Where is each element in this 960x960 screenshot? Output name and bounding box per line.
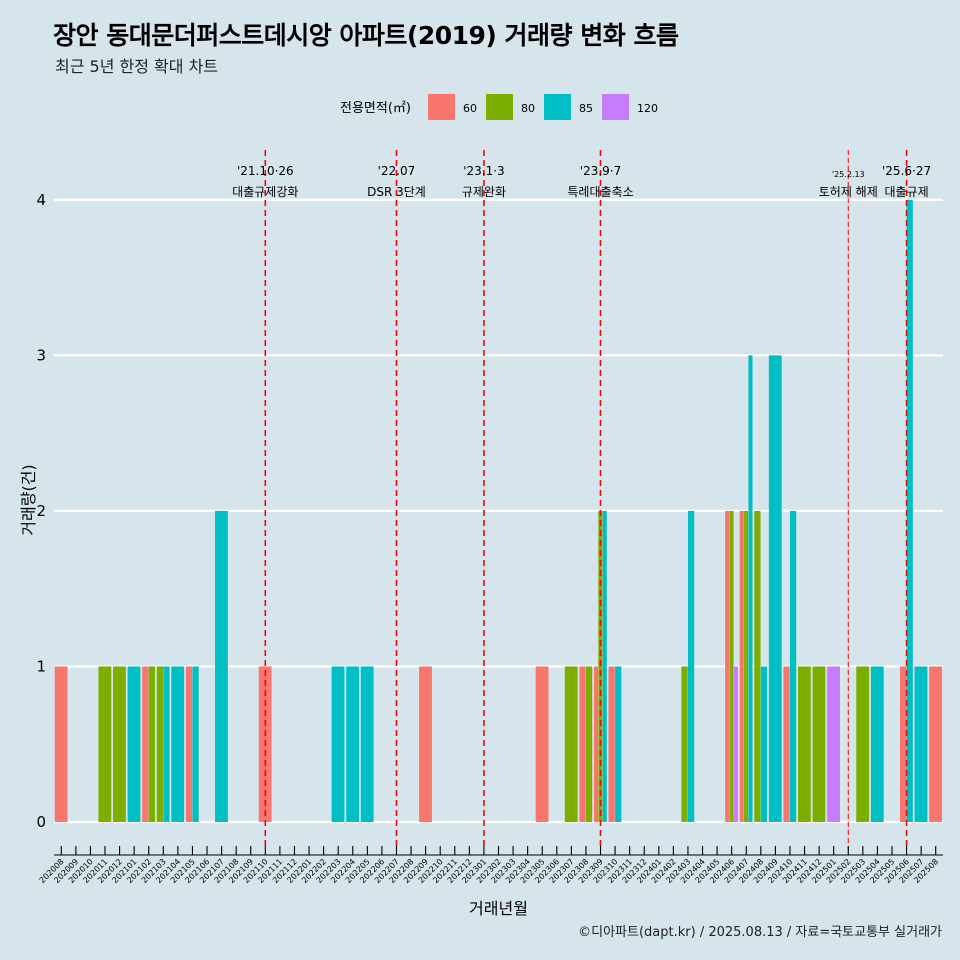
bar (171, 666, 185, 822)
annotation-date: '22.07 (378, 164, 416, 178)
bar (760, 666, 768, 822)
bar (608, 666, 615, 822)
legend-label: 85 (579, 102, 593, 115)
bar (598, 510, 603, 822)
legend-title: 전용면적(㎡) (340, 101, 411, 116)
bar (914, 666, 928, 822)
annotation-date: '23.1·3 (463, 164, 504, 178)
annotation-label: 특례대출축소 (567, 185, 633, 199)
bar (148, 666, 155, 822)
bar (215, 510, 228, 822)
bar (733, 666, 738, 822)
legend-swatch (428, 94, 455, 120)
bar (127, 666, 141, 822)
bar (585, 666, 593, 822)
bar (783, 666, 790, 822)
annotation-label: DSR 3단계 (367, 185, 426, 199)
bar (579, 666, 586, 822)
bar (739, 510, 744, 822)
bar (768, 355, 782, 822)
annotation-date: '25.2.13 (832, 170, 865, 179)
annotation-label: 토허제 해제 (819, 185, 878, 199)
bar (789, 510, 797, 822)
bar (748, 355, 753, 822)
bar (142, 666, 149, 822)
annotation-date: '23.9·7 (580, 164, 621, 178)
legend-swatch (602, 94, 629, 120)
bar (113, 666, 126, 822)
annotation-label: 대출규제강화 (232, 185, 298, 199)
legend-label: 80 (521, 102, 535, 115)
chart-caption: ©디아파트(dapt.kr) / 2025.08.13 / 자료=국토교통부 실… (578, 925, 942, 940)
chart-subtitle: 최근 5년 한정 확대 차트 (55, 57, 219, 76)
y-axis-title: 거래량(건) (19, 464, 38, 535)
legend-swatch (544, 94, 571, 120)
legend-swatch (486, 94, 513, 120)
bar (360, 666, 374, 822)
y-tick-label: 0 (36, 813, 46, 831)
bar (900, 666, 907, 822)
bar (192, 666, 199, 822)
bar (827, 666, 840, 822)
bar (744, 510, 749, 822)
bar (331, 666, 345, 822)
bar (593, 666, 599, 822)
bar (98, 666, 112, 822)
bar (729, 510, 734, 822)
annotation-label: 규제완화 (462, 185, 506, 199)
bar (797, 666, 811, 822)
bar (906, 199, 913, 822)
legend-label: 120 (637, 102, 658, 115)
bar (812, 666, 826, 822)
bar (54, 666, 68, 822)
bar (929, 666, 942, 822)
bar (681, 666, 688, 822)
bar (754, 510, 761, 822)
bar (346, 666, 360, 822)
y-tick-label: 2 (36, 502, 46, 520)
annotation-date: '25.6·27 (882, 164, 931, 178)
legend-label: 60 (463, 102, 477, 115)
bar (870, 666, 884, 822)
bar (615, 666, 622, 822)
chart-title: 장안 동대문더퍼스트데시앙 아파트(2019) 거래량 변화 흐름 (53, 21, 679, 50)
bar (419, 666, 432, 822)
bar (185, 666, 193, 822)
bar (535, 666, 549, 822)
annotation-date: '21.10·26 (237, 164, 294, 178)
x-axis-title: 거래년월 (469, 899, 528, 918)
bar (602, 510, 607, 822)
bar (163, 666, 170, 822)
y-tick-label: 3 (36, 346, 46, 364)
annotation-label: 대출규제 (884, 185, 928, 199)
bar (687, 510, 695, 822)
bar (156, 666, 164, 822)
y-tick-label: 1 (36, 657, 46, 675)
y-tick-label: 4 (36, 191, 46, 209)
bar (564, 666, 578, 822)
bar (725, 510, 730, 822)
bar (856, 666, 870, 822)
